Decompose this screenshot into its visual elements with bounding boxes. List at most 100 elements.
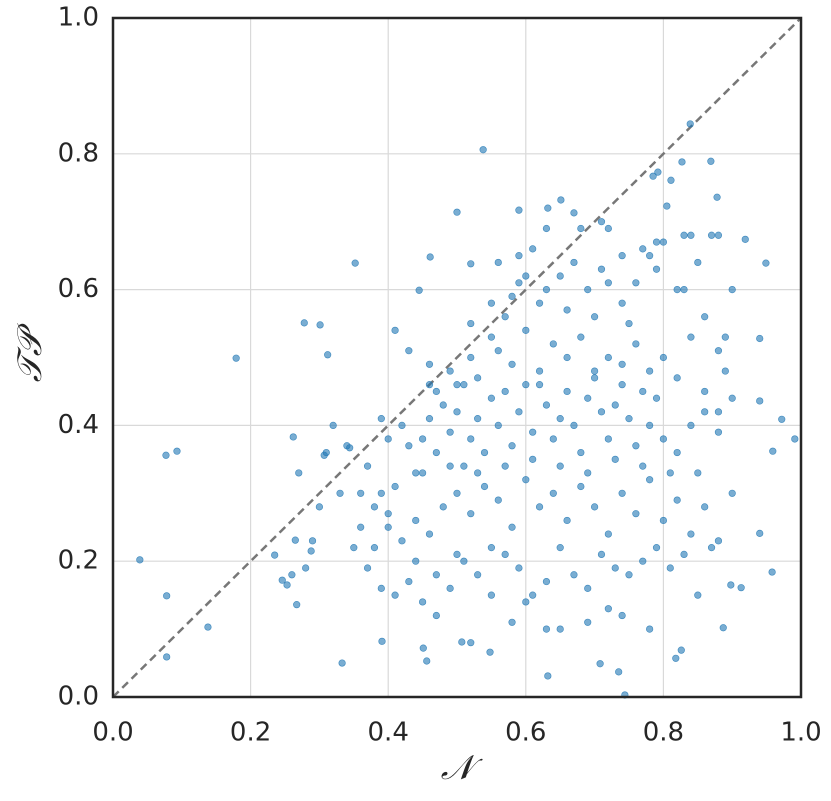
point: [625, 571, 633, 579]
point: [426, 253, 434, 261]
point: [639, 245, 647, 253]
x-tick-label: 1.0: [780, 718, 821, 748]
point: [611, 401, 619, 409]
point: [557, 196, 565, 204]
point: [291, 536, 299, 544]
point: [535, 367, 544, 375]
point: [529, 591, 537, 599]
point: [673, 448, 681, 457]
x-tick-label: 0.2: [230, 718, 271, 748]
point: [384, 435, 392, 443]
point: [646, 476, 654, 484]
point: [542, 224, 551, 233]
point: [639, 557, 647, 565]
x-axis-label: 𝒩: [441, 748, 484, 788]
point: [570, 421, 578, 430]
point: [694, 591, 702, 599]
point: [446, 584, 454, 592]
y-tick-label: 0.8: [58, 138, 99, 168]
point: [300, 319, 308, 327]
point: [419, 469, 427, 477]
point: [659, 435, 668, 443]
point: [596, 660, 604, 668]
point: [584, 394, 592, 402]
point: [384, 523, 392, 531]
point: [663, 202, 671, 210]
x-tick-label: 0.0: [92, 718, 133, 748]
point: [556, 544, 564, 552]
point: [293, 601, 301, 609]
point: [646, 421, 654, 430]
point: [556, 272, 564, 280]
point: [529, 455, 537, 463]
point: [522, 598, 530, 606]
point: [391, 482, 399, 491]
point: [618, 299, 626, 307]
y-axis-label: 𝒯𝒫: [10, 322, 50, 382]
point: [474, 469, 482, 477]
point: [377, 489, 385, 497]
point: [632, 510, 640, 518]
point: [522, 381, 530, 389]
point: [508, 523, 516, 531]
point: [672, 654, 680, 662]
point: [412, 469, 420, 477]
point: [453, 550, 461, 559]
point: [646, 252, 654, 260]
point: [604, 530, 612, 538]
point: [604, 605, 612, 613]
point: [480, 448, 489, 457]
point: [522, 272, 530, 280]
point: [501, 387, 509, 396]
point: [432, 387, 440, 396]
point: [687, 231, 695, 239]
point: [701, 387, 709, 396]
point: [391, 326, 399, 334]
point: [721, 367, 729, 375]
point: [486, 648, 494, 656]
point: [563, 387, 571, 396]
point: [453, 408, 461, 416]
point: [584, 584, 592, 592]
point: [632, 279, 640, 287]
point: [714, 537, 723, 545]
point: [446, 462, 454, 470]
point: [768, 568, 776, 576]
point: [686, 120, 694, 128]
point: [363, 564, 372, 572]
point: [501, 313, 509, 321]
y-tick-label: 0.6: [58, 274, 99, 304]
point: [741, 235, 749, 243]
point: [654, 168, 662, 176]
point: [425, 530, 434, 538]
point: [508, 618, 516, 626]
points: [136, 120, 799, 699]
point: [577, 448, 585, 457]
point: [535, 299, 544, 307]
point: [343, 442, 351, 450]
point: [432, 448, 440, 457]
point: [460, 557, 468, 565]
point: [666, 469, 674, 477]
point: [453, 208, 461, 216]
point: [762, 259, 770, 267]
point: [577, 333, 585, 341]
x-tick-label: 0.4: [368, 718, 409, 748]
point: [597, 408, 606, 416]
point: [508, 360, 516, 368]
point: [632, 442, 640, 450]
point: [136, 556, 144, 564]
point: [639, 387, 647, 396]
point: [604, 353, 612, 362]
point: [604, 435, 612, 443]
point: [458, 638, 466, 646]
point: [378, 637, 386, 645]
point: [419, 598, 427, 606]
point: [556, 625, 564, 633]
point: [467, 260, 475, 268]
point: [432, 571, 440, 579]
point: [714, 347, 723, 355]
point: [673, 286, 681, 294]
point: [425, 381, 434, 389]
point: [460, 462, 468, 470]
